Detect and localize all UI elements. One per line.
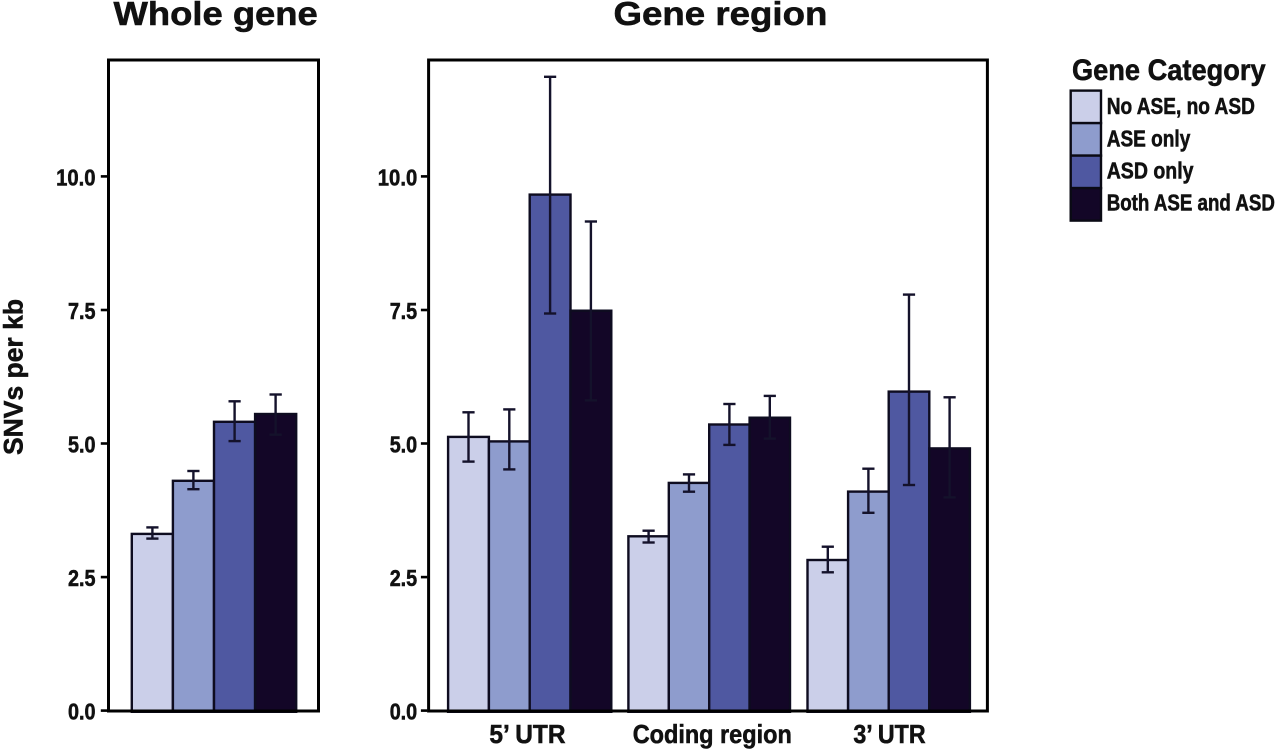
svg-text:5’ UTR: 5’ UTR bbox=[489, 719, 565, 749]
svg-text:3’ UTR: 3’ UTR bbox=[853, 719, 925, 749]
svg-text:ASD only: ASD only bbox=[1107, 158, 1194, 184]
svg-text:0.0: 0.0 bbox=[390, 699, 418, 725]
svg-text:No ASE, no ASD: No ASE, no ASD bbox=[1107, 93, 1255, 119]
svg-text:10.0: 10.0 bbox=[378, 164, 417, 190]
svg-text:Whole gene: Whole gene bbox=[114, 0, 318, 33]
svg-text:Gene Category: Gene Category bbox=[1072, 54, 1266, 87]
svg-text:5.0: 5.0 bbox=[68, 432, 96, 458]
svg-text:0.0: 0.0 bbox=[68, 699, 96, 725]
svg-text:7.5: 7.5 bbox=[68, 298, 96, 324]
svg-text:Gene region: Gene region bbox=[614, 0, 828, 33]
svg-text:Coding region: Coding region bbox=[633, 719, 792, 749]
svg-text:10.0: 10.0 bbox=[56, 164, 95, 190]
svg-text:Both ASE and ASD: Both ASE and ASD bbox=[1107, 190, 1275, 216]
svg-text:5.0: 5.0 bbox=[390, 432, 418, 458]
svg-text:ASE only: ASE only bbox=[1107, 125, 1191, 151]
svg-text:7.5: 7.5 bbox=[390, 298, 418, 324]
svg-text:2.5: 2.5 bbox=[390, 565, 418, 591]
svg-text:SNVs per kb: SNVs per kb bbox=[0, 299, 29, 455]
svg-text:2.5: 2.5 bbox=[68, 565, 96, 591]
